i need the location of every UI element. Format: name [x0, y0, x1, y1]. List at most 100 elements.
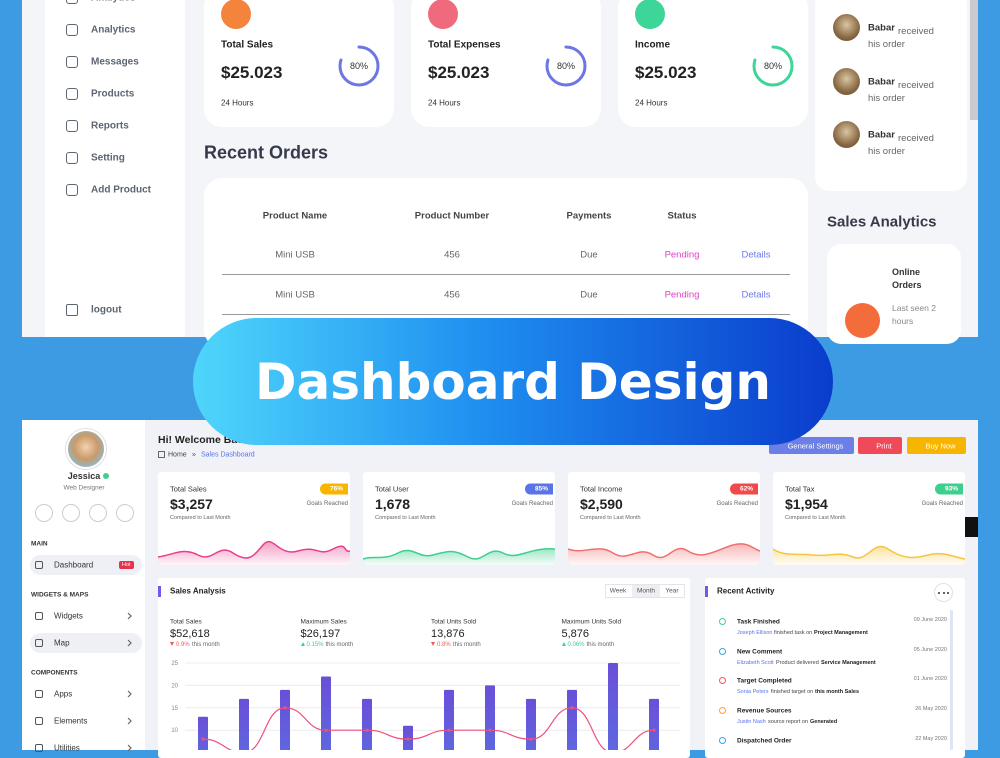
- button-label[interactable]: General Settings: [787, 441, 844, 450]
- card-icon: [428, 0, 458, 29]
- more-button[interactable]: [934, 583, 953, 602]
- more-dot: [938, 592, 940, 594]
- nav-item[interactable]: Setting: [91, 152, 125, 164]
- bar: [567, 689, 577, 750]
- nav-item[interactable]: Map: [54, 638, 70, 648]
- card-icon: [221, 0, 251, 29]
- nav-icon: [66, 184, 78, 196]
- table-cell: Due: [580, 289, 598, 301]
- activity-text: source report on: [768, 719, 809, 726]
- activity-user: Elizabeth Scott: [737, 659, 774, 666]
- table-cell: Due: [580, 249, 598, 261]
- nav-item[interactable]: Add Product: [91, 184, 151, 196]
- logout[interactable]: logout: [91, 304, 122, 316]
- sparkline-area: [773, 546, 965, 565]
- update-text: received his order: [868, 79, 934, 104]
- nav-icon: [35, 612, 43, 620]
- nav-icon: [66, 56, 78, 68]
- nav-active-bg: [30, 633, 142, 653]
- line-point: [406, 737, 410, 741]
- progress-ring: [338, 45, 380, 87]
- user-name: Jessica: [67, 471, 101, 481]
- tab[interactable]: Year: [665, 587, 679, 595]
- card-amount: $25.023: [221, 63, 283, 82]
- bar: [485, 685, 495, 750]
- details-link[interactable]: Details: [741, 249, 771, 261]
- more-dot: [947, 592, 949, 594]
- line-point: [324, 728, 328, 732]
- activity-dot: [719, 736, 726, 744]
- nav-badge: Hot: [119, 561, 134, 569]
- activity-target: Service Management: [821, 659, 876, 666]
- nav-item[interactable]: Apps: [54, 689, 73, 699]
- stat-note: Compared to Last Month: [785, 515, 846, 521]
- goal-label: Goals Reached: [921, 501, 963, 507]
- profile-action[interactable]: [62, 504, 80, 522]
- stat-title: Total Sales: [170, 484, 207, 494]
- activity-panel: [705, 578, 965, 758]
- stat-amount: 1,678: [375, 496, 411, 512]
- activity-target: Generated: [810, 719, 838, 726]
- stat-card: [363, 472, 555, 565]
- stat-title: Total Income: [580, 484, 623, 494]
- table-cell: Mini USB: [275, 289, 315, 301]
- table-cell: Pending: [664, 249, 700, 261]
- chevron-icon: [127, 744, 132, 752]
- metric-value: 5,876: [561, 628, 590, 640]
- activity-date: 26 May 2020: [915, 706, 947, 713]
- analytics-item: Online Orders: [892, 267, 922, 290]
- chevron-icon: [127, 612, 132, 620]
- profile-action[interactable]: [89, 504, 107, 522]
- header-button[interactable]: [858, 437, 902, 454]
- sparkline-line: [773, 545, 965, 560]
- nav-icon: [35, 744, 43, 752]
- metric-period: this month: [325, 642, 354, 648]
- line-point: [529, 737, 533, 741]
- header-button[interactable]: [907, 437, 966, 454]
- nav-item[interactable]: Products: [91, 88, 135, 100]
- nav-item[interactable]: Reports: [91, 120, 129, 132]
- row-divider: [222, 314, 790, 315]
- nav-item[interactable]: Utilities: [54, 743, 80, 753]
- table-cell: 456: [444, 249, 460, 261]
- button-label[interactable]: Buy Now: [925, 441, 956, 450]
- progress-arc: [338, 45, 380, 87]
- nav-item[interactable]: Analytics: [91, 0, 135, 4]
- row-divider: [222, 274, 790, 275]
- chevron-icon: [127, 717, 132, 725]
- chevron-icon: [127, 690, 132, 698]
- nav-icon: [35, 639, 43, 647]
- profile-action[interactable]: [35, 504, 53, 522]
- avatar: [833, 14, 860, 41]
- nav-icon: [66, 0, 78, 4]
- card-title: Total Sales: [221, 39, 274, 51]
- chevron: [127, 717, 132, 725]
- nav-item[interactable]: Elements: [54, 716, 88, 726]
- stat-note: Compared to Last Month: [580, 515, 641, 521]
- bar: [198, 716, 208, 750]
- nav-icon: [35, 561, 43, 569]
- progress-label: 80%: [349, 61, 369, 71]
- button-label[interactable]: Print: [876, 441, 892, 450]
- bar: [239, 698, 249, 750]
- card-title: Total Expenses: [428, 39, 501, 51]
- nav-item[interactable]: Dashboard: [54, 560, 94, 570]
- card-amount: $25.023: [635, 63, 697, 82]
- profile-action[interactable]: [116, 504, 134, 522]
- nav-item[interactable]: Messages: [91, 56, 139, 68]
- metric-period: this month: [586, 642, 615, 648]
- tab[interactable]: Week: [609, 587, 627, 595]
- user-avatar: [66, 429, 106, 469]
- tab[interactable]: Month: [636, 587, 656, 595]
- nav-item[interactable]: Widgets: [54, 611, 83, 621]
- breadcrumb[interactable]: Home: [168, 451, 187, 459]
- details-link[interactable]: Details: [741, 289, 771, 301]
- update-name: Babar: [868, 22, 895, 34]
- sparkline-area: [568, 543, 760, 565]
- metric-period: this month: [453, 642, 481, 648]
- stat-title: Total Tax: [785, 484, 815, 494]
- stat-amount: $1,954: [785, 496, 828, 512]
- nav-item[interactable]: Analytics: [91, 24, 136, 36]
- metric-change: 0.06%: [567, 642, 585, 648]
- breadcrumb-current: Sales Dashboard: [201, 451, 255, 459]
